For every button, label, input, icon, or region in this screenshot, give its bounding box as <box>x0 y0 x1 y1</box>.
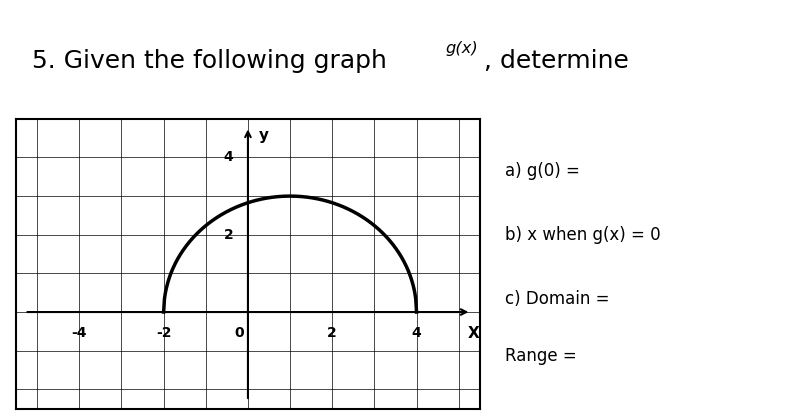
Text: y: y <box>258 128 269 143</box>
Text: 0: 0 <box>235 326 245 339</box>
Text: 4: 4 <box>411 326 422 339</box>
Text: 4: 4 <box>224 151 233 164</box>
Text: b) x when g(x) = 0: b) x when g(x) = 0 <box>505 226 660 244</box>
Text: 2: 2 <box>224 228 233 242</box>
Text: 2: 2 <box>328 326 337 339</box>
Text: , determine: , determine <box>484 49 629 73</box>
Text: Range =: Range = <box>505 347 576 365</box>
Text: -2: -2 <box>156 326 171 339</box>
Text: c) Domain =: c) Domain = <box>505 289 609 307</box>
Text: -4: -4 <box>72 326 87 339</box>
Text: 5. Given the following graph: 5. Given the following graph <box>31 49 394 73</box>
Text: a) g(0) =: a) g(0) = <box>505 162 580 180</box>
Text: X: X <box>468 326 479 341</box>
Text: g(x): g(x) <box>445 41 477 56</box>
